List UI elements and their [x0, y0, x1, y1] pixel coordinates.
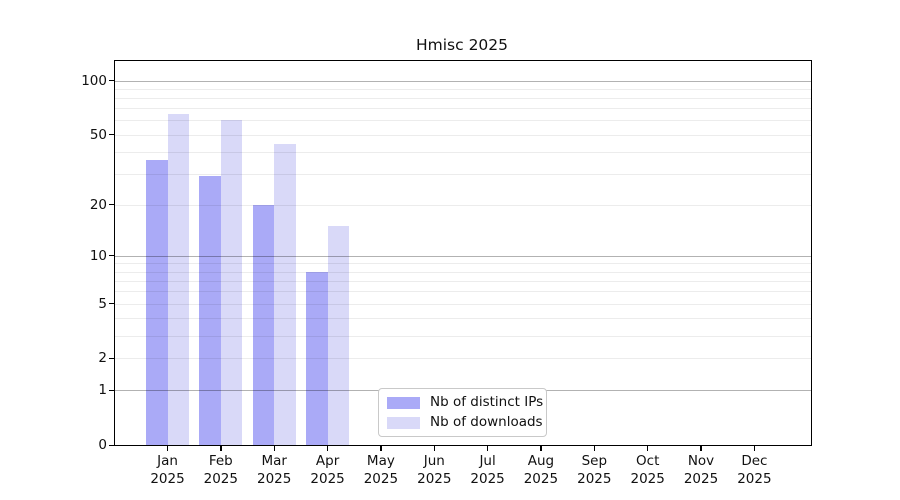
major-gridline	[115, 80, 811, 82]
x-tick-mark	[220, 446, 222, 452]
x-tick-mark	[487, 446, 489, 452]
y-tick-label: 20	[89, 196, 107, 213]
x-tick-mark	[593, 446, 595, 452]
x-tick-mark	[380, 446, 382, 452]
legend-label-distinct-ips: Nb of distinct IPs	[430, 394, 544, 410]
y-tick-mark	[108, 204, 114, 206]
x-tick-label: Jan 2025	[150, 453, 185, 487]
legend-swatch-distinct-ips	[387, 396, 420, 409]
x-tick-mark	[433, 446, 435, 452]
x-tick-mark	[700, 446, 702, 452]
legend-item-downloads: Nb of downloads	[387, 414, 543, 431]
x-tick-mark	[166, 446, 169, 452]
y-tick-mark	[108, 134, 114, 136]
minor-gridline	[115, 134, 811, 136]
bar-nb-of-downloads	[220, 120, 243, 445]
minor-gridline	[115, 173, 811, 175]
y-tick-mark	[108, 389, 114, 392]
bar-nb-of-distinct-ips	[199, 176, 221, 445]
x-tick-label: Oct 2025	[630, 453, 665, 487]
bar-nb-of-distinct-ips	[252, 204, 275, 445]
bar-nb-of-downloads	[167, 114, 189, 445]
x-tick-label: Aug 2025	[523, 453, 559, 487]
y-tick-mark	[108, 357, 114, 359]
legend-item-distinct-ips: Nb of distinct IPs	[387, 394, 543, 411]
chart-title: Hmisc 2025	[415, 36, 509, 54]
y-tick-label: 2	[98, 350, 107, 367]
x-tick-mark	[753, 446, 756, 452]
y-tick-label: 100	[81, 72, 107, 89]
bar-nb-of-downloads	[327, 226, 350, 445]
x-tick-mark	[327, 446, 329, 452]
bar-nb-of-distinct-ips	[306, 271, 328, 445]
y-tick-mark	[108, 303, 114, 305]
legend-swatch-downloads	[387, 416, 420, 429]
legend-box: Nb of distinct IPs Nb of downloads	[378, 388, 547, 437]
x-tick-label: Jul 2025	[470, 453, 505, 487]
minor-gridline	[115, 120, 811, 122]
x-tick-mark	[540, 446, 542, 452]
x-tick-label: May 2025	[363, 453, 399, 487]
y-tick-mark	[108, 255, 114, 257]
minor-gridline	[115, 151, 811, 153]
legend-label-downloads: Nb of downloads	[430, 414, 543, 430]
y-tick-mark	[108, 80, 114, 82]
minor-gridline	[115, 88, 811, 90]
y-tick-mark	[108, 444, 114, 446]
y-tick-label: 50	[89, 126, 107, 143]
bar-nb-of-distinct-ips	[146, 159, 168, 445]
x-tick-label: Dec 2025	[737, 453, 772, 487]
x-tick-label: Nov 2025	[683, 453, 719, 487]
y-tick-label: 0	[98, 437, 107, 453]
bar-nb-of-downloads	[274, 144, 296, 445]
minor-gridline	[115, 108, 811, 110]
x-tick-label: Mar 2025	[257, 453, 292, 487]
x-tick-label: Feb 2025	[203, 453, 238, 487]
x-tick-mark	[647, 446, 649, 452]
x-tick-label: Sep 2025	[577, 453, 612, 487]
x-tick-mark	[273, 446, 275, 452]
y-tick-label: 1	[98, 382, 107, 399]
y-tick-label: 10	[89, 247, 107, 264]
x-tick-label: Jun 2025	[417, 453, 452, 487]
minor-gridline	[115, 98, 811, 99]
x-tick-label: Apr 2025	[310, 453, 345, 487]
y-tick-label: 5	[98, 295, 107, 312]
